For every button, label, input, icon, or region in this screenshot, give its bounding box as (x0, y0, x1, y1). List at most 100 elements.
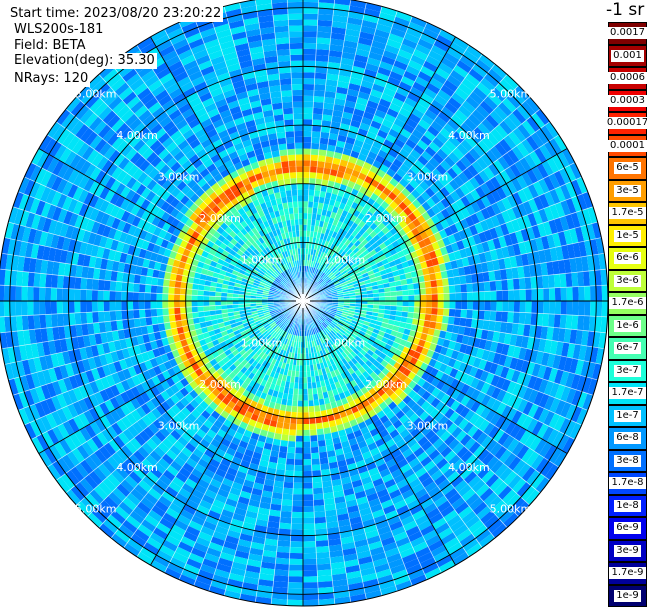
data-cell (370, 263, 379, 270)
data-cell (440, 218, 450, 230)
data-cell (566, 343, 576, 359)
data-cell (497, 431, 510, 446)
data-cell (341, 364, 348, 373)
data-cell (317, 263, 322, 270)
data-cell (471, 479, 486, 493)
data-cell (315, 178, 323, 186)
data-cell (515, 334, 524, 348)
data-cell (320, 265, 326, 272)
data-cell (403, 70, 418, 82)
data-cell (453, 276, 461, 286)
data-cell (577, 271, 585, 287)
data-cell (483, 310, 491, 321)
data-cell (350, 341, 358, 349)
data-cell (430, 397, 441, 409)
data-cell (380, 234, 389, 243)
data-cell (507, 278, 514, 291)
data-cell (425, 55, 441, 68)
data-cell (538, 408, 550, 424)
data-cell (420, 455, 433, 468)
data-cell (367, 150, 378, 160)
data-cell (397, 49, 413, 60)
data-cell (406, 399, 417, 409)
data-cell (527, 183, 539, 199)
data-cell (506, 244, 516, 258)
data-cell (442, 278, 449, 287)
data-cell (419, 362, 429, 372)
data-cell (303, 593, 319, 601)
data-cell (516, 444, 530, 460)
data-cell (91, 301, 98, 313)
data-cell (317, 569, 332, 577)
data-cell (291, 400, 298, 407)
data-cell (446, 118, 460, 132)
data-cell (361, 19, 378, 30)
data-cell (62, 288, 69, 301)
data-cell (509, 163, 522, 178)
data-cell (378, 304, 386, 310)
data-cell (408, 301, 415, 307)
data-cell (481, 118, 495, 133)
data-cell (287, 446, 296, 454)
data-cell (546, 234, 556, 249)
data-cell (364, 342, 372, 350)
data-cell (281, 428, 290, 436)
data-cell (472, 233, 482, 245)
data-cell (444, 434, 456, 447)
data-cell (292, 488, 303, 495)
data-cell (378, 12, 396, 23)
data-cell (413, 144, 425, 156)
data-cell (399, 273, 407, 281)
data-cell (315, 60, 329, 68)
data-cell (514, 230, 524, 244)
data-cell (410, 54, 426, 66)
data-cell (318, 2, 335, 10)
data-cell (443, 293, 450, 301)
data-cell (39, 314, 47, 329)
data-cell (440, 505, 455, 518)
data-cell (533, 196, 544, 211)
data-cell (308, 400, 315, 407)
data-cell (133, 318, 141, 328)
data-cell (512, 346, 522, 359)
data-cell (348, 260, 356, 267)
data-cell (303, 166, 311, 173)
data-cell (303, 242, 307, 249)
data-cell (319, 245, 325, 252)
data-cell (309, 417, 316, 425)
data-cell (399, 321, 407, 329)
data-cell (459, 317, 467, 327)
data-cell (379, 178, 390, 188)
data-cell (459, 218, 470, 230)
data-cell (509, 357, 519, 370)
data-cell (303, 7, 319, 14)
data-cell (317, 575, 333, 583)
data-cell (545, 121, 559, 139)
data-cell (179, 288, 187, 295)
data-cell (317, 161, 326, 168)
data-cell (582, 393, 594, 411)
data-cell (539, 441, 552, 458)
data-cell (412, 351, 421, 360)
data-cell (325, 307, 332, 311)
data-cell (339, 344, 347, 352)
data-cell (417, 97, 431, 110)
data-cell (320, 315, 326, 321)
data-cell (402, 197, 412, 207)
data-cell (330, 288, 337, 292)
data-cell (389, 310, 397, 316)
data-cell (563, 328, 572, 344)
data-cell (33, 314, 41, 330)
data-cell (332, 15, 348, 23)
data-cell (400, 316, 408, 323)
data-cell (127, 301, 134, 311)
data-cell (308, 189, 315, 197)
data-cell (580, 360, 590, 377)
data-cell (303, 1, 319, 9)
data-cell (495, 504, 511, 519)
data-cell (335, 92, 347, 101)
data-cell (341, 357, 348, 365)
data-cell (332, 259, 339, 267)
data-cell (476, 505, 492, 520)
